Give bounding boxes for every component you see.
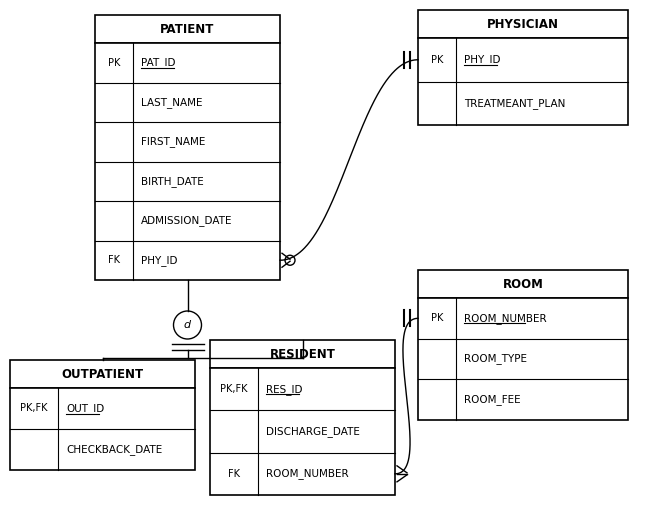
Bar [10,360,195,388]
Text: LAST_NAME: LAST_NAME [141,97,202,108]
Text: FK: FK [228,469,240,479]
Text: PAT_ID: PAT_ID [141,57,176,68]
Text: DISCHARGE_DATE: DISCHARGE_DATE [266,426,360,437]
Text: ROOM_NUMBER: ROOM_NUMBER [464,313,547,324]
Text: FK: FK [108,256,120,265]
Bar [418,270,628,298]
Text: PHY_ID: PHY_ID [464,54,501,65]
Bar [418,298,628,420]
Text: PK,FK: PK,FK [20,404,48,413]
Text: OUTPATIENT: OUTPATIENT [61,367,144,381]
Text: ADMISSION_DATE: ADMISSION_DATE [141,215,232,226]
Text: ROOM_NUMBER: ROOM_NUMBER [266,469,349,479]
Text: PATIENT: PATIENT [160,22,215,35]
Text: ROOM_FEE: ROOM_FEE [464,394,521,405]
Text: PK,FK: PK,FK [220,384,248,394]
Bar [418,10,628,38]
Text: d: d [184,320,191,330]
Text: RES_ID: RES_ID [266,384,303,394]
Bar [210,340,395,368]
Bar [210,368,395,495]
Text: CHECKBACK_DATE: CHECKBACK_DATE [66,444,162,455]
Text: PK: PK [108,58,120,68]
Bar [95,43,280,280]
Text: ROOM_TYPE: ROOM_TYPE [464,354,527,364]
Text: ROOM: ROOM [503,277,544,290]
Text: TREATMEANT_PLAN: TREATMEANT_PLAN [464,98,565,109]
Text: PHYSICIAN: PHYSICIAN [487,17,559,31]
Text: FIRST_NAME: FIRST_NAME [141,136,205,147]
Bar [10,388,195,470]
Text: BIRTH_DATE: BIRTH_DATE [141,176,204,187]
Bar [418,38,628,125]
Text: PHY_ID: PHY_ID [141,255,178,266]
Bar [95,15,280,43]
Text: RESIDENT: RESIDENT [270,347,335,360]
Text: OUT_ID: OUT_ID [66,403,104,414]
Text: PK: PK [431,55,443,65]
Text: PK: PK [431,313,443,323]
